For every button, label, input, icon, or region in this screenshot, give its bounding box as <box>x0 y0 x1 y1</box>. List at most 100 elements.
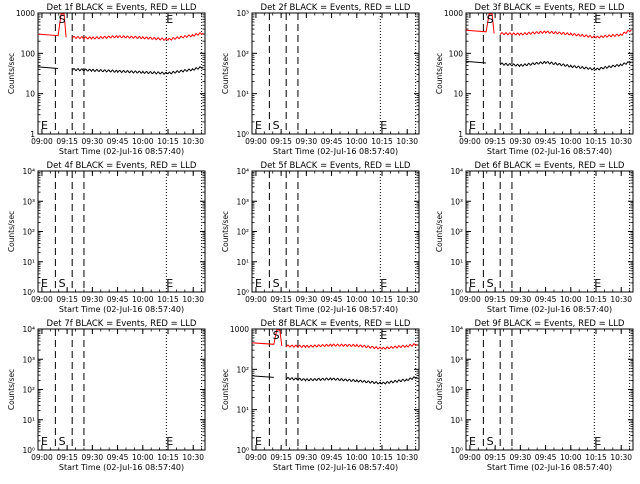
marker-s: S <box>487 277 494 290</box>
x-axis-label: Start Time (02-Jul-16 08:57:40) <box>59 147 184 156</box>
y-tick-label: 10² <box>450 386 463 395</box>
y-tick-label: 10¹ <box>450 258 463 267</box>
marker-s: S <box>487 13 494 26</box>
x-tick-label: 09:00 <box>31 295 53 304</box>
panel-det-2: Det 2f BLACK = Events, RED = LLD 10⁰ 10¹ 10… <box>221 3 420 156</box>
x-tick-label: 09:00 <box>245 137 267 146</box>
plot-frame <box>251 170 420 293</box>
x-tick-label: 09:00 <box>31 453 53 462</box>
y-tick-label: 1000 <box>444 9 463 18</box>
marker-start-edge-e: E <box>255 277 262 290</box>
panel-title: Det 9f BLACK = Events, RED = LLD <box>475 319 625 329</box>
panel-det-7: Det 7f BLACK = Events, RED = LLD 10⁰ 10¹ 10… <box>7 319 206 472</box>
x-tick-label: 09:45 <box>107 137 129 146</box>
x-tick-label: 09:30 <box>296 453 318 462</box>
x-tick-label: 09:30 <box>296 137 318 146</box>
y-tick-label: 10⁰ <box>450 446 463 455</box>
x-tick-label: 09:45 <box>535 137 557 146</box>
panel-title: Det 1f BLACK = Events, RED = LLD <box>47 3 197 13</box>
panel-title: Det 3f BLACK = Events, RED = LLD <box>475 3 625 13</box>
marker-s: S <box>487 435 494 448</box>
x-tick-label: 10:00 <box>560 295 582 304</box>
plot-frame <box>251 12 420 135</box>
x-axis-label: Start Time (02-Jul-16 08:57:40) <box>273 463 398 472</box>
y-tick-label: 10² <box>236 365 249 374</box>
marker-s: S <box>273 329 280 342</box>
panel-title: Det 7f BLACK = Events, RED = LLD <box>47 319 197 329</box>
plot-frame <box>37 12 206 135</box>
x-tick-label: 10:00 <box>132 295 154 304</box>
y-tick-label: 10⁰ <box>236 446 249 455</box>
y-tick-label: 10¹ <box>450 416 463 425</box>
y-tick-label: 10² <box>450 228 463 237</box>
panel-det-3: Det 3f BLACK = Events, RED = LLD 1 10 100 10… <box>435 3 634 156</box>
x-tick-label: 09:00 <box>459 453 481 462</box>
x-axis-label: Start Time (02-Jul-16 08:57:40) <box>487 305 612 314</box>
x-tick-label: 10:00 <box>346 453 368 462</box>
x-axis-label: Start Time (02-Jul-16 08:57:40) <box>273 305 398 314</box>
x-axis-label: Start Time (02-Jul-16 08:57:40) <box>487 463 612 472</box>
panel-title: Det 6f BLACK = Events, RED = LLD <box>475 161 625 171</box>
y-tick-label: 100 <box>449 49 464 58</box>
y-tick-label: 10⁴ <box>22 325 35 334</box>
y-tick-label: 10⁰ <box>22 446 35 455</box>
x-tick-label: 09:30 <box>510 137 532 146</box>
x-tick-label: 09:45 <box>107 295 129 304</box>
x-tick-label: 10:15 <box>157 453 179 462</box>
y-tick-label: 10⁰ <box>450 288 463 297</box>
marker-e: E <box>380 119 387 132</box>
y-tick-label: 10³ <box>236 197 249 206</box>
x-tick-label: 10:15 <box>371 295 393 304</box>
marker-e: E <box>594 277 601 290</box>
x-tick-label: 10:30 <box>610 295 632 304</box>
x-tick-label: 10:15 <box>157 137 179 146</box>
y-tick-label: 10³ <box>450 355 463 364</box>
x-tick-label: 10:30 <box>396 137 418 146</box>
x-tick-label: 10:30 <box>396 295 418 304</box>
marker-e: E <box>166 13 173 26</box>
y-tick-label: 1000 <box>230 325 249 334</box>
x-tick-label: 10:15 <box>157 295 179 304</box>
marker-start-edge-e: E <box>469 119 476 132</box>
series-spike-lld <box>465 13 495 34</box>
marker-e: E <box>380 277 387 290</box>
panel-det-1: Det 1f BLACK = Events, RED = LLD 1 10 100 10… <box>7 3 206 156</box>
x-tick-label: 09:00 <box>459 137 481 146</box>
panel-title: Det 4f BLACK = Events, RED = LLD <box>47 161 197 171</box>
marker-e: E <box>166 277 173 290</box>
plot-frame <box>465 170 634 293</box>
y-axis-label: Counts/sec <box>435 369 444 410</box>
x-tick-label: 10:00 <box>132 453 154 462</box>
y-axis-label: Counts/sec <box>221 211 230 252</box>
series-pre-events <box>37 66 59 69</box>
marker-s: S <box>59 435 66 448</box>
y-axis-label: Counts/sec <box>435 53 444 94</box>
y-tick-label: 1 <box>458 130 463 139</box>
y-tick-label: 10² <box>22 228 35 237</box>
x-tick-label: 09:15 <box>56 137 78 146</box>
panel-det-6: Det 6f BLACK = Events, RED = LLD 10⁰ 10¹ 10… <box>435 161 634 314</box>
x-tick-label: 09:15 <box>56 453 78 462</box>
marker-e: E <box>594 435 601 448</box>
panel-title: Det 8f BLACK = Events, RED = LLD <box>261 319 411 329</box>
y-tick-label: 10⁴ <box>22 167 35 176</box>
panel-title: Det 5f BLACK = Events, RED = LLD <box>261 161 411 171</box>
x-tick-label: 10:15 <box>371 453 393 462</box>
marker-e: E <box>380 329 387 342</box>
series-pre-events <box>465 60 487 64</box>
y-axis-label: Counts/sec <box>7 369 16 410</box>
plot-frame <box>37 328 206 451</box>
series-pre-events <box>251 375 274 378</box>
x-tick-label: 09:15 <box>484 137 506 146</box>
x-tick-label: 10:30 <box>182 295 204 304</box>
x-tick-label: 09:45 <box>321 453 343 462</box>
y-tick-label: 10⁰ <box>236 288 249 297</box>
series-line-lld <box>499 29 632 39</box>
y-tick-label: 100 <box>21 49 36 58</box>
x-tick-label: 10:30 <box>182 137 204 146</box>
x-tick-label: 10:15 <box>585 137 607 146</box>
marker-s: S <box>273 119 280 132</box>
panel-det-8: Det 8f BLACK = Events, RED = LLD 10⁰ 10¹ 10… <box>221 319 420 472</box>
plot-frame <box>37 170 206 293</box>
x-tick-label: 09:15 <box>484 453 506 462</box>
